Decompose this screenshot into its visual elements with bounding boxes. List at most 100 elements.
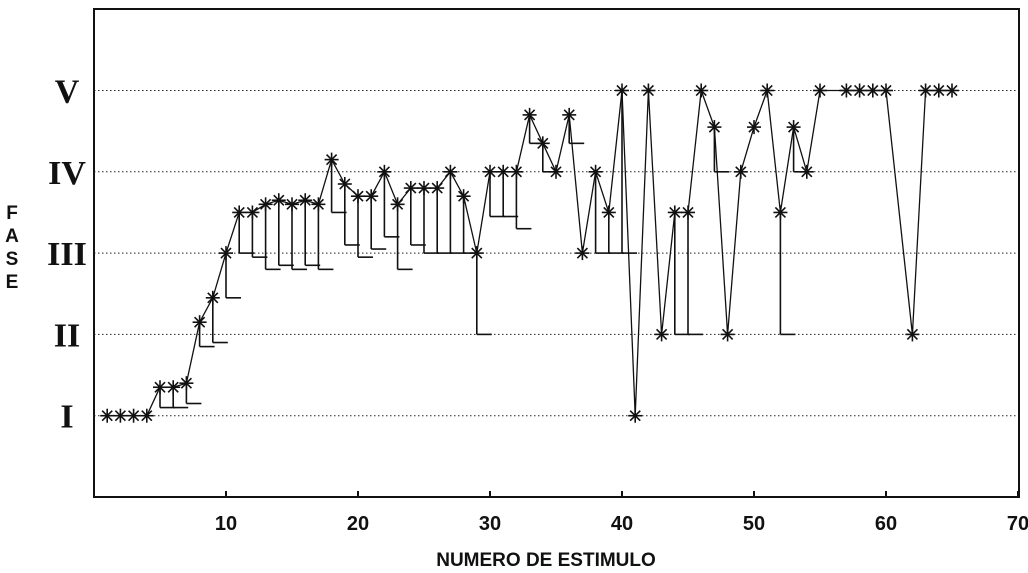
y-tick-label: IV: [48, 155, 86, 192]
data-point-stroke: [312, 198, 325, 210]
data-point: [773, 205, 788, 220]
data-point-stroke: [655, 328, 668, 341]
data-point-stroke: [259, 198, 272, 210]
data-point: [905, 327, 920, 342]
data-point: [324, 152, 339, 167]
data-point: [535, 136, 550, 151]
data-point-stroke: [748, 121, 760, 133]
data-point: [879, 83, 893, 98]
data-point-stroke: [286, 198, 298, 210]
data-point-stroke: [761, 84, 773, 97]
data-point: [351, 189, 365, 204]
data-point-stroke: [814, 84, 826, 97]
data-point: [219, 246, 233, 261]
data-point: [417, 181, 431, 196]
data-point: [337, 176, 352, 191]
x-tick-label: 10: [215, 513, 237, 535]
data-point-stroke: [457, 190, 470, 202]
data-point-stroke: [735, 166, 747, 178]
data-point: [483, 164, 497, 179]
data-point-stroke: [391, 198, 404, 210]
data-point-stroke: [352, 190, 364, 202]
data-point: [588, 164, 603, 179]
data-point-stroke: [101, 410, 113, 422]
x-tick-label: 20: [347, 513, 369, 535]
y-axis-label-letter: F: [6, 203, 18, 224]
data-point: [641, 83, 656, 98]
data-point-stroke: [919, 84, 932, 97]
data-point-stroke: [642, 84, 655, 97]
lower-whiskers: [159, 90, 809, 409]
data-point-stroke: [669, 206, 681, 219]
data-point-stroke: [431, 182, 443, 194]
data-point: [298, 193, 313, 208]
data-point-stroke: [114, 410, 127, 422]
data-point: [760, 83, 775, 98]
data-point-stroke: [801, 166, 813, 178]
data-point-stroke: [246, 206, 259, 219]
data-point: [456, 189, 471, 204]
data-point-stroke: [853, 84, 866, 97]
data-point: [469, 246, 484, 261]
data-point-stroke: [233, 206, 245, 219]
data-point: [496, 164, 511, 179]
data-point-stroke: [550, 166, 562, 178]
data-point: [113, 408, 128, 423]
data-point: [509, 164, 524, 179]
data-point: [522, 107, 537, 122]
data-point: [839, 83, 854, 98]
data-point-stroke: [339, 178, 351, 190]
y-tick-label: II: [54, 317, 80, 354]
data-point: [271, 193, 286, 208]
data-point-stroke: [933, 84, 945, 97]
data-point: [865, 83, 880, 98]
data-point-stroke: [471, 247, 483, 259]
data-point: [786, 120, 801, 135]
x-axis-ticks: 10 20 30 40 50 60 70: [215, 491, 1028, 535]
data-point: [694, 83, 709, 98]
data-point: [139, 408, 154, 423]
data-point: [799, 164, 814, 179]
data-point: [720, 327, 735, 342]
data-point: [126, 408, 141, 423]
data-point: [192, 315, 207, 330]
x-tick-label: 30: [479, 513, 501, 535]
y-tick-label: V: [55, 74, 80, 111]
x-tick-label: 70: [1007, 513, 1028, 535]
data-point: [931, 83, 946, 98]
y-tick-label: III: [47, 236, 87, 273]
data-point-stroke: [840, 84, 853, 97]
data-point: [377, 164, 392, 179]
data-point-stroke: [207, 292, 219, 304]
data-point-stroke: [616, 84, 628, 97]
data-point-stroke: [378, 166, 391, 178]
data-point: [813, 83, 827, 98]
data-point: [852, 83, 867, 98]
data-point-stroke: [484, 166, 496, 178]
data-point: [733, 164, 748, 179]
data-point-stroke: [708, 121, 721, 133]
data-point: [918, 83, 933, 98]
data-point: [153, 380, 167, 395]
x-axis-label: NUMERO DE ESTIMULO: [436, 550, 656, 571]
data-point-stroke: [603, 206, 615, 219]
x-tick-label: 50: [743, 513, 765, 535]
data-point-stroke: [880, 84, 892, 97]
data-point: [747, 120, 761, 135]
data-point: [443, 164, 458, 179]
data-point: [232, 205, 247, 220]
data-point: [575, 246, 590, 261]
data-point-stroke: [418, 182, 430, 194]
data-point: [654, 327, 669, 342]
data-point: [681, 205, 695, 220]
data-point: [258, 197, 273, 212]
data-point-stroke: [682, 206, 694, 219]
data-point-stroke: [193, 316, 206, 328]
data-point-stroke: [537, 137, 549, 149]
data-markers: [100, 83, 959, 423]
data-point-stroke: [127, 410, 140, 422]
data-point-stroke: [774, 206, 787, 219]
data-point-stroke: [563, 109, 575, 121]
